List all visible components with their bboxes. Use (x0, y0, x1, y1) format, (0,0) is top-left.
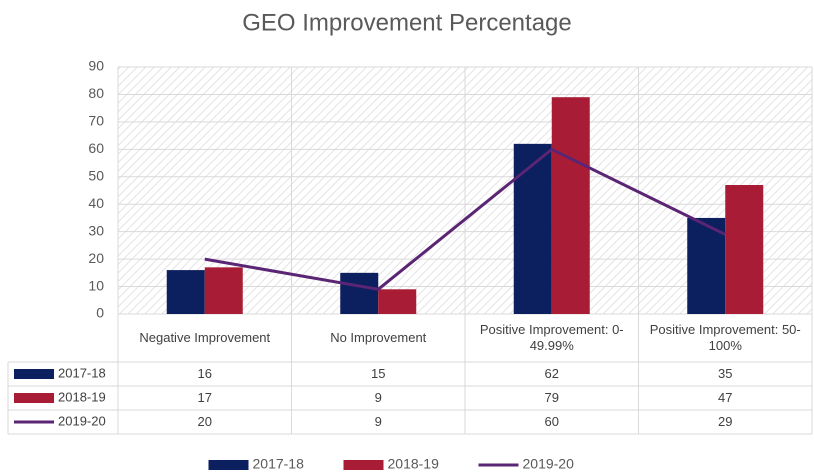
table-cell: 9 (374, 390, 382, 405)
table-cell: 79 (544, 390, 559, 405)
bar (204, 267, 243, 314)
y-tick-label: 40 (88, 195, 104, 211)
table-cell: 62 (544, 366, 559, 381)
line (204, 147, 726, 291)
chart-title: GEO Improvement Percentage (242, 9, 571, 36)
bar (340, 272, 379, 314)
table-legend-key (14, 393, 54, 403)
table-cell: 47 (718, 390, 733, 405)
legend-label: 2018-19 (388, 456, 440, 472)
y-tick-label: 80 (88, 85, 104, 101)
legend-key (343, 460, 384, 470)
y-tick-label: 50 (88, 167, 104, 183)
table-cell: Negative Improvement (139, 330, 271, 345)
table-series-name: 2017-18 (58, 365, 106, 380)
table-cell: 35 (718, 366, 733, 381)
y-tick-label: 60 (88, 140, 104, 156)
table-cell: 15 (371, 366, 386, 381)
table-cell: 60 (544, 414, 559, 429)
table-cell: Positive Improvement: 0-49.99% (479, 322, 624, 353)
y-tick-label: 30 (88, 222, 104, 238)
table-series-name: 2018-19 (58, 389, 106, 404)
table-cell: No Improvement (330, 330, 427, 345)
y-tick-label: 20 (88, 250, 104, 266)
table-cell: 20 (197, 414, 212, 429)
bar (687, 217, 726, 314)
table-cell: Positive Improvement: 50-100% (649, 322, 801, 353)
table-legend-key (14, 369, 54, 379)
legend-label: 2017-18 (253, 456, 305, 472)
bar (551, 97, 590, 314)
table-cell: 17 (197, 390, 212, 405)
table-cell: 9 (374, 414, 382, 429)
y-tick-label: 0 (96, 305, 104, 321)
bar (725, 185, 764, 314)
bar (166, 270, 205, 314)
table-series-name: 2019-20 (58, 413, 106, 428)
y-tick-label: 70 (88, 113, 104, 129)
legend-key (208, 460, 249, 470)
bar (378, 289, 417, 314)
y-tick-label: 10 (88, 277, 104, 293)
table-cell: 29 (718, 414, 733, 429)
bar (513, 143, 552, 314)
y-tick-label: 90 (88, 58, 104, 74)
table-cell: 16 (197, 366, 212, 381)
legend-label: 2019-20 (523, 456, 575, 472)
